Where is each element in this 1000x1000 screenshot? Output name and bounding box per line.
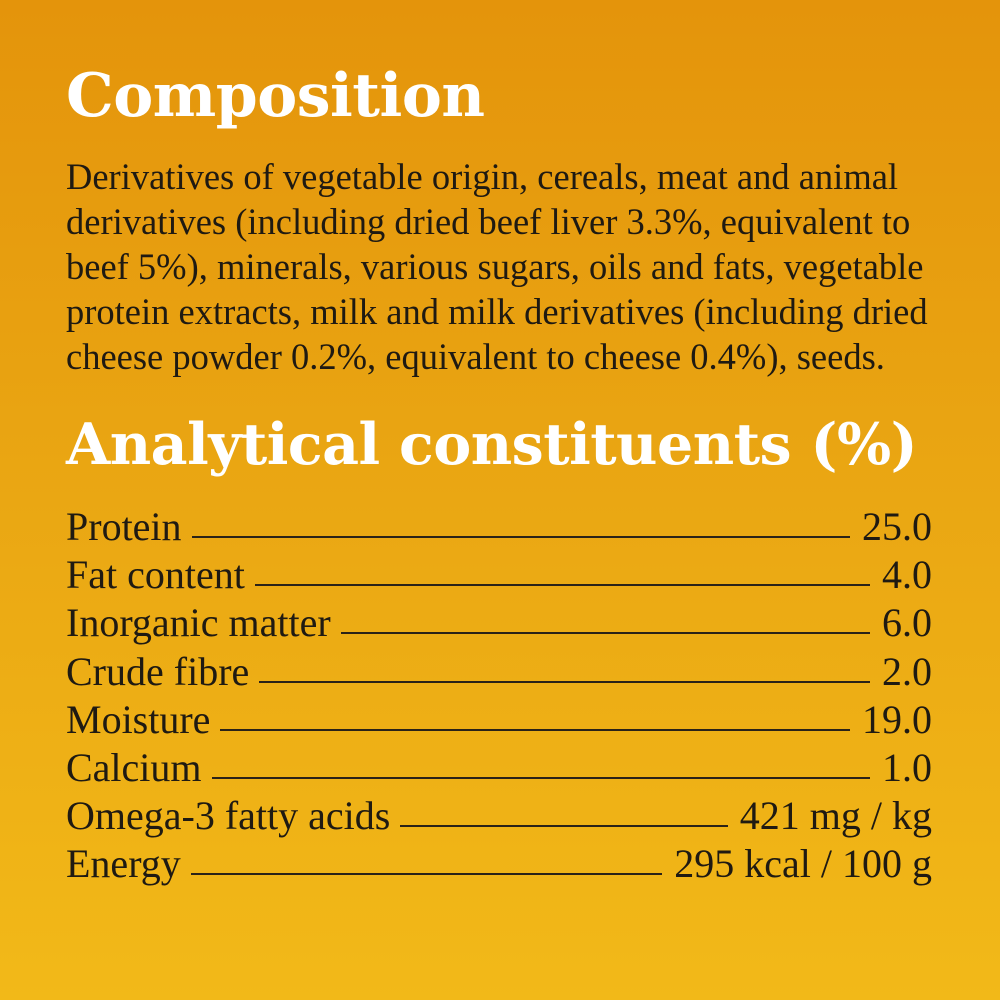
constituent-row-energy: Energy 295 kcal / 100 g bbox=[66, 840, 932, 888]
constituent-value: 4.0 bbox=[882, 552, 932, 598]
constituent-row-fat-content: Fat content 4.0 bbox=[66, 551, 932, 599]
constituent-row-protein: Protein 25.0 bbox=[66, 503, 932, 551]
analytical-constituents-heading: Analytical constituents (%) bbox=[66, 411, 918, 478]
leader-line bbox=[220, 728, 850, 731]
leader-line bbox=[211, 776, 870, 779]
composition-text: Derivatives of vegetable origin, cereals… bbox=[66, 156, 928, 377]
analytical-constituents-list: Protein 25.0 Fat content 4.0 Inorganic m… bbox=[66, 503, 932, 889]
leader-line bbox=[259, 680, 870, 683]
constituent-value: 421 mg / kg bbox=[739, 793, 932, 839]
leader-line bbox=[254, 584, 870, 587]
constituent-row-calcium: Calcium 1.0 bbox=[66, 744, 932, 792]
constituent-name: Crude fibre bbox=[66, 648, 250, 694]
constituent-row-crude-fibre: Crude fibre 2.0 bbox=[66, 648, 932, 696]
constituent-value: 295 kcal / 100 g bbox=[674, 841, 932, 887]
constituent-row-inorganic-matter: Inorganic matter 6.0 bbox=[66, 599, 932, 647]
constituent-name: Calcium bbox=[66, 744, 202, 790]
leader-line bbox=[400, 825, 728, 828]
nutrition-panel: Composition Derivatives of vegetable ori… bbox=[66, 60, 934, 889]
constituent-row-moisture: Moisture 19.0 bbox=[66, 696, 932, 744]
composition-heading: Composition bbox=[66, 61, 485, 131]
constituent-name: Omega-3 fatty acids bbox=[66, 793, 391, 839]
constituent-name: Inorganic matter bbox=[66, 600, 331, 646]
leader-line bbox=[191, 536, 850, 538]
leader-line bbox=[340, 632, 870, 635]
constituent-name: Fat content bbox=[66, 552, 245, 598]
constituent-name: Protein bbox=[66, 504, 182, 549]
constituent-value: 19.0 bbox=[862, 696, 932, 742]
constituent-name: Moisture bbox=[66, 696, 211, 742]
constituent-value: 1.0 bbox=[882, 744, 932, 790]
constituent-value: 25.0 bbox=[862, 504, 932, 549]
constituent-value: 6.0 bbox=[882, 600, 932, 646]
constituent-value: 2.0 bbox=[882, 648, 932, 694]
constituent-row-omega-3: Omega-3 fatty acids 421 mg / kg bbox=[66, 792, 932, 840]
leader-line bbox=[190, 873, 663, 876]
constituent-name: Energy bbox=[66, 841, 181, 887]
